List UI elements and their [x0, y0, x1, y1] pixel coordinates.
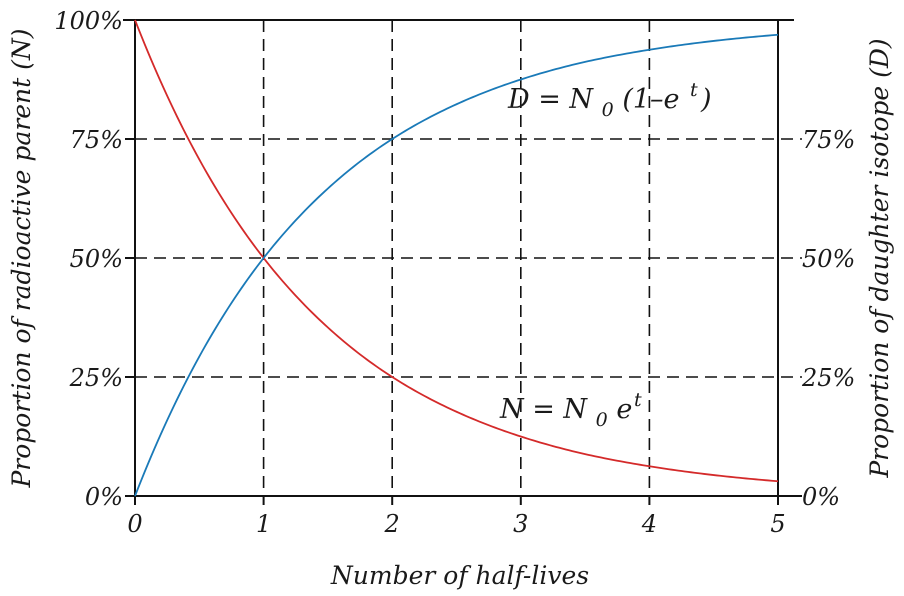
- tick-labels: 0 1 2 3 4 50%25%50%75%100%0%25%50%75%: [54, 7, 855, 538]
- x-tick-label-1: 1: [256, 510, 271, 538]
- x-axis-title: Number of half-lives: [330, 561, 589, 590]
- y-tick-label-left-50: 50%: [70, 245, 123, 273]
- y-tick-label-left-0: 0%: [85, 483, 123, 511]
- n-eq-sub: 0: [596, 409, 608, 431]
- y-tick-label-left-75: 75%: [70, 126, 123, 154]
- svg-text:D = N 0 (1–e: D = N 0 (1–e: [507, 84, 680, 123]
- y-tick-label-right-50: 50%: [802, 245, 855, 273]
- x-tick-label-5: 5: [770, 510, 785, 538]
- d-eq-end: ): [700, 84, 712, 115]
- d-eq-tail: t: [690, 79, 698, 101]
- n-equation-label: N = N 0 e t: [499, 389, 642, 433]
- y-axis-left-title: Proportion of radioactive parent (N): [7, 28, 36, 488]
- x-tick-label-0: 0: [127, 510, 142, 538]
- d-eq-rest: (1–e: [622, 84, 679, 115]
- y-tick-label-right-75: 75%: [802, 126, 855, 154]
- d-equation-label: D = N 0 (1–e t ): [507, 79, 712, 123]
- x-tick-label-3: 3: [513, 510, 528, 538]
- y-tick-label-left-25: 25%: [69, 364, 123, 392]
- svg-text:N = N 0 e: N = N 0 e: [499, 394, 632, 433]
- d-eq-main: D = N: [507, 84, 594, 115]
- y-tick-label-right-0: 0%: [802, 483, 840, 511]
- x-tick-label-2: 2: [384, 510, 400, 538]
- n-eq-tail: t: [634, 389, 642, 411]
- series-line-N: [134, 19, 779, 483]
- y-tick-label-right-25: 25%: [801, 364, 855, 392]
- n-eq-rest: e: [616, 394, 632, 425]
- x-tick-label-4: 4: [641, 510, 657, 538]
- series-line-D: [134, 33, 779, 497]
- y-tick-label-left-100: 100%: [54, 7, 123, 35]
- grid: [135, 20, 802, 496]
- n-eq-main: N = N: [499, 394, 588, 425]
- d-eq-sub: 0: [602, 99, 614, 121]
- axes: [123, 19, 802, 505]
- y-axis-right-title: Proportion of daughter isotope (D): [865, 38, 894, 478]
- series-layer: [134, 19, 779, 497]
